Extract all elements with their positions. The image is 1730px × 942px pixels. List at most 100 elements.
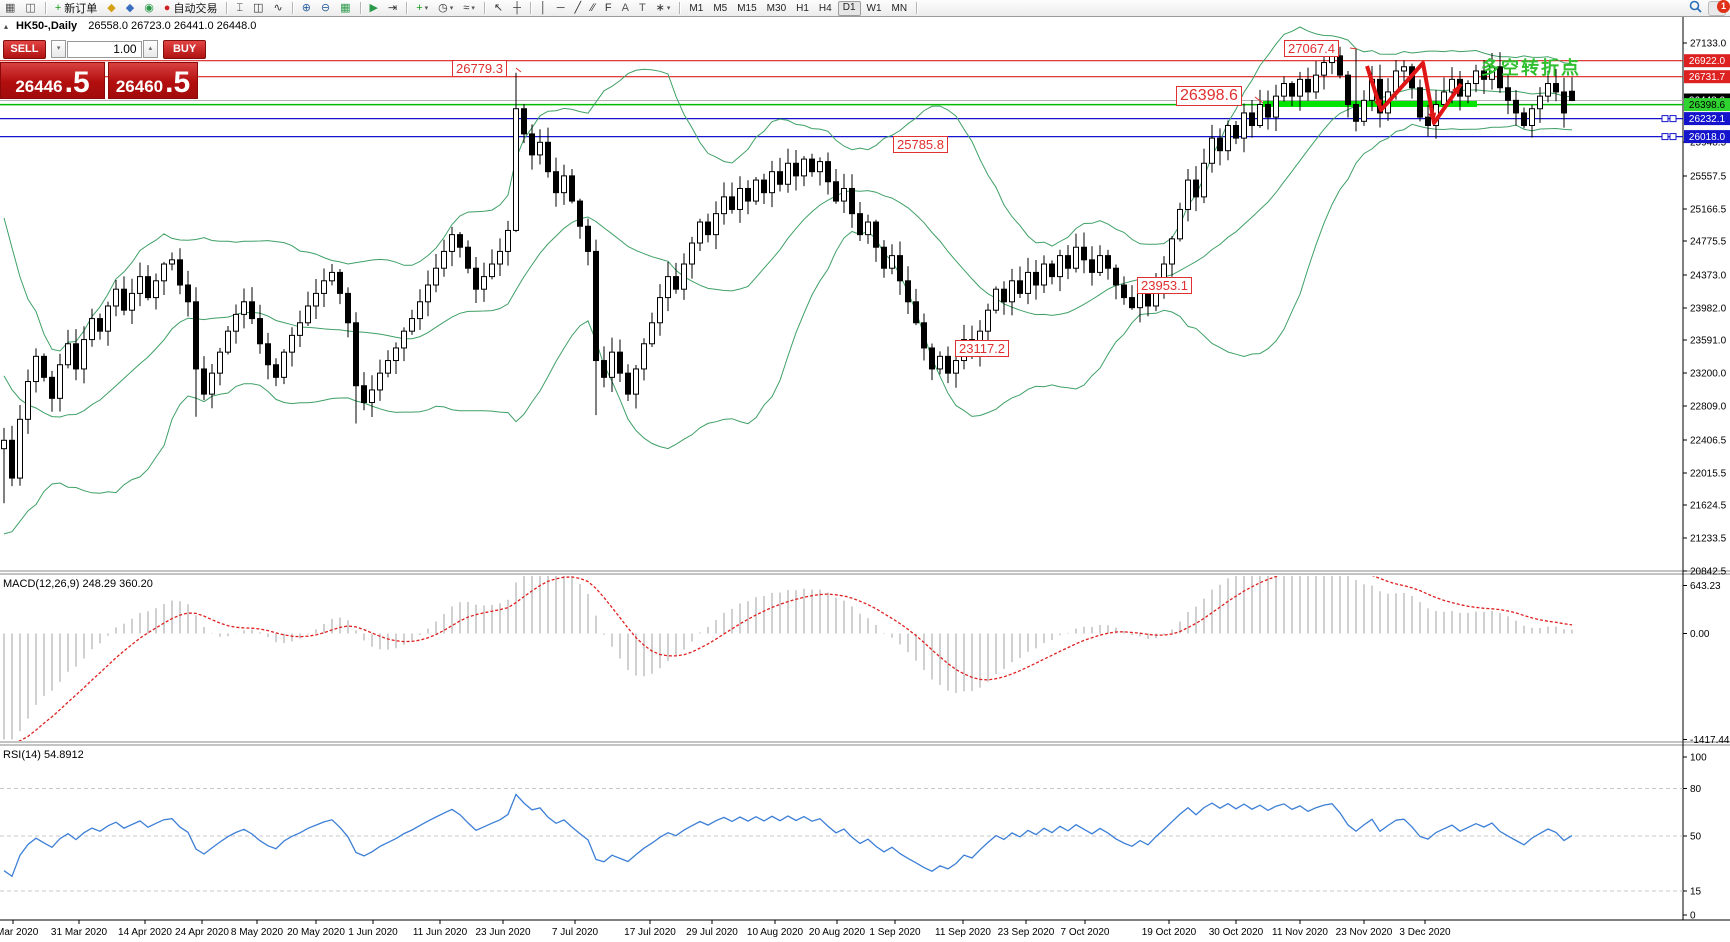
crosshair-icon[interactable]: ┼: [509, 0, 525, 16]
chart-bars-icon[interactable]: ⌶: [232, 0, 247, 16]
price-annotation[interactable]: 26779.3: [452, 60, 507, 77]
tile-windows-icon[interactable]: ▦: [336, 0, 354, 16]
main-toolbar: ▦ ◫ + 新订单 ◆ ◆ ◉ ● 自动交易 ⌶ ◫ ∿ ⊕ ⊖ ▦ ▶ ⇥ + ▾ ◷ ▾ ≈ ▾ ↖ ┼ │ ─ ╱ ∕∕ F A T ∗ ▾…: [0, 0, 1730, 17]
zoom-out-icon[interactable]: ⊖: [317, 0, 334, 16]
price-annotation[interactable]: 26398.6: [1176, 86, 1242, 106]
buy-price-panel[interactable]: 26460 .5: [108, 62, 198, 99]
cursor-icon[interactable]: ↖: [490, 0, 507, 16]
trendline-icon[interactable]: ╱: [571, 0, 586, 16]
buy-button[interactable]: BUY: [163, 39, 206, 59]
svg-text:100: 100: [1690, 753, 1707, 764]
chart-candles-icon[interactable]: ◫: [249, 0, 267, 16]
line-handle[interactable]: [1669, 115, 1677, 123]
macd-pane[interactable]: [3, 562, 1573, 744]
timeframe-m5[interactable]: M5: [713, 2, 728, 14]
line-handle[interactable]: [1661, 133, 1669, 141]
volume-increase-button[interactable]: ▴: [142, 40, 159, 58]
market-watch-icon: ◉: [144, 2, 154, 14]
auto-scroll-icon[interactable]: ▶: [366, 0, 382, 16]
dropdown-arrow-icon[interactable]: ▾: [449, 5, 454, 12]
timeframe-d1[interactable]: D1: [837, 0, 861, 16]
metaeditor-icon: ◆: [107, 2, 116, 14]
vertical-line-icon[interactable]: │: [536, 0, 551, 16]
date-label: 17 Jul 2020: [624, 927, 676, 938]
timeframe-h4[interactable]: H4: [818, 2, 832, 14]
line-handle[interactable]: [1669, 133, 1677, 141]
price-annotation[interactable]: 23953.1: [1137, 277, 1192, 294]
notification-badge[interactable]: 1: [1717, 0, 1730, 13]
fibonacci-icon: F: [604, 2, 612, 14]
templates-button[interactable]: ≈ ▾: [459, 0, 479, 16]
timeframe-h1[interactable]: H1: [796, 2, 809, 14]
arrows-icon[interactable]: ∗ ▾: [652, 0, 675, 16]
profiles-icon[interactable]: ◫: [21, 0, 39, 16]
date-label: 14 Apr 2020: [118, 927, 172, 938]
fibonacci-icon[interactable]: F: [601, 0, 616, 16]
date-label: 11 Jun 2020: [413, 927, 468, 938]
timeframe-m1[interactable]: M1: [689, 2, 704, 14]
metaeditor-icon[interactable]: ◆: [103, 0, 119, 16]
price-annotation[interactable]: 25785.8: [893, 136, 948, 153]
search-icon[interactable]: [1689, 0, 1702, 16]
date-label: 23 Nov 2020: [1336, 927, 1393, 938]
rsi-pane[interactable]: [0, 788, 1683, 892]
dropdown-arrow-icon[interactable]: ▾: [666, 5, 671, 12]
new-chart-icon[interactable]: ▦: [1, 0, 19, 16]
date-label: 20 May 2020: [287, 927, 345, 938]
text-icon[interactable]: A: [618, 0, 633, 16]
zigzag-arrows[interactable]: [1365, 61, 1463, 125]
zoom-in-icon[interactable]: ⊕: [298, 0, 315, 16]
indicators-button[interactable]: + ▾: [412, 0, 432, 16]
support-highlight-band[interactable]: [1263, 101, 1477, 107]
macd-indicator-label: MACD(12,26,9) 248.29 360.20: [3, 578, 153, 590]
line-handle[interactable]: [1661, 115, 1669, 123]
ohlc-values: 26558.0 26723.0 26441.0 26448.0: [88, 20, 257, 32]
volume-input[interactable]: 1.00: [67, 40, 142, 58]
timeframe-w1[interactable]: W1: [866, 2, 882, 14]
chart-line-icon[interactable]: ∿: [269, 0, 286, 16]
svg-text:23982.0: 23982.0: [1690, 304, 1727, 315]
volume-decrease-button[interactable]: ▾: [50, 40, 67, 58]
dropdown-arrow-icon[interactable]: ▾: [471, 5, 475, 12]
horizontal-line-icon[interactable]: ─: [553, 0, 569, 16]
chart-shift-icon[interactable]: ⇥: [384, 0, 401, 16]
sell-button[interactable]: SELL: [3, 39, 46, 59]
svg-text:27133.0: 27133.0: [1690, 39, 1727, 50]
sell-price-panel[interactable]: 26446 .5: [0, 62, 105, 99]
autotrading-button-label: 自动交易: [173, 3, 218, 15]
price-annotation[interactable]: 27067.4: [1284, 40, 1339, 57]
navigator-icon: ◆: [125, 2, 135, 14]
navigator-icon[interactable]: ◆: [122, 0, 138, 16]
svg-text:50: 50: [1690, 832, 1702, 843]
dropdown-arrow-icon[interactable]: ▾: [424, 5, 429, 12]
tile-windows-icon: ▦: [340, 2, 351, 14]
notification-bubble-icon[interactable]: 1: [1708, 0, 1730, 16]
svg-text:21233.5: 21233.5: [1690, 534, 1727, 545]
price-annotation[interactable]: 23117.2: [955, 340, 1010, 357]
autotrading-button[interactable]: ● 自动交易: [160, 0, 222, 16]
timeframe-mn[interactable]: MN: [891, 2, 908, 14]
price-badge-label: 26398.6: [1689, 100, 1726, 111]
new-order-button[interactable]: + 新订单: [51, 0, 101, 16]
market-watch-icon[interactable]: ◉: [140, 0, 158, 16]
date-label: 11 Sep 2020: [935, 927, 991, 938]
price-badge-label: 26018.0: [1689, 132, 1726, 143]
date-label: 19 Oct 2020: [1142, 927, 1197, 938]
text-label-icon[interactable]: T: [635, 0, 650, 16]
main-chart-pane[interactable]: [0, 26, 1683, 535]
svg-text:23591.0: 23591.0: [1690, 336, 1727, 347]
svg-text:80: 80: [1690, 784, 1702, 795]
periods-button[interactable]: ◷ ▾: [434, 0, 457, 16]
timeframe-m15[interactable]: M15: [737, 2, 757, 14]
date-label: 1 Jun 2020: [348, 927, 398, 938]
channel-icon[interactable]: ∕∕: [587, 0, 599, 16]
toolbar-separator: [359, 2, 361, 14]
timeframe-m30[interactable]: M30: [766, 2, 787, 14]
price-badge: [1684, 130, 1730, 144]
price-axis[interactable]: 27133.025948.525557.525166.524775.524373…: [1683, 39, 1730, 922]
trend-note-text[interactable]: 多空转折点: [1481, 58, 1581, 78]
profiles-icon: ◫: [25, 2, 36, 14]
new-chart-icon: ▦: [5, 2, 16, 14]
